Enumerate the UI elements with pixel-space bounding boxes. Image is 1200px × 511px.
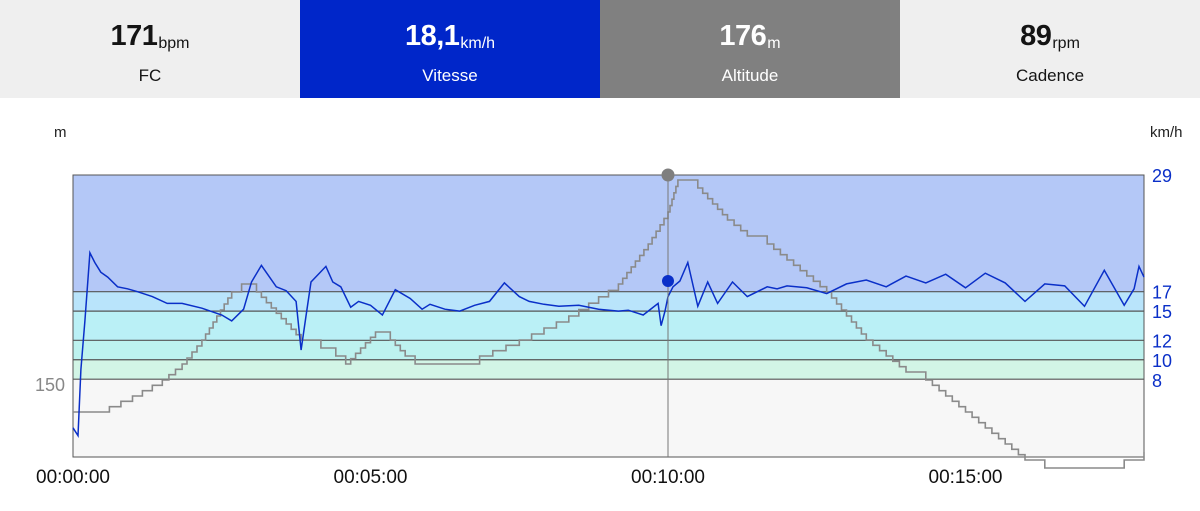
- x-tick-label: 00:15:00: [929, 467, 1003, 488]
- metric-value-row: 89 rpm: [1020, 20, 1080, 56]
- altitude-series-line: [73, 179, 1145, 469]
- metric-value: 18,1: [404, 20, 460, 52]
- speed-zone-band-1: [73, 291, 1144, 312]
- right-axis-unit: km/h: [1150, 124, 1183, 141]
- metric-label: Cadence: [1015, 66, 1085, 85]
- right-tick-label: 15: [1152, 302, 1172, 322]
- right-tick-label: 8: [1152, 371, 1162, 391]
- altitude-cursor-marker: [661, 168, 675, 182]
- metric-label: FC: [138, 66, 162, 85]
- metric-value: 89: [1020, 20, 1052, 52]
- metric-value-row: 176 m: [719, 20, 780, 56]
- x-tick-label: 00:05:00: [334, 467, 408, 488]
- metric-unit: rpm: [1052, 35, 1080, 52]
- metric-value: 176: [719, 20, 767, 52]
- metric-tile-cadence[interactable]: 89 rpm Cadence: [900, 0, 1200, 98]
- speed-cursor-marker: [662, 274, 674, 287]
- metric-tile-heart-rate[interactable]: 171 bpm FC: [0, 0, 300, 98]
- speed-zone-band-0: [73, 175, 1144, 292]
- metric-unit: km/h: [460, 35, 496, 52]
- metric-value: 171: [110, 20, 158, 52]
- metric-unit: bpm: [158, 35, 190, 52]
- metric-tiles: 171 bpm FC 18,1 km/h Vitesse 176 m Altit…: [0, 0, 1200, 98]
- left-axis-unit: m: [54, 124, 67, 141]
- metric-value-row: 18,1 km/h: [405, 20, 495, 56]
- speed-zone-band-3: [73, 340, 1144, 360]
- x-tick-label: 00:10:00: [631, 467, 705, 488]
- metric-label: Altitude: [721, 66, 779, 85]
- right-tick-label: 10: [1152, 351, 1172, 371]
- right-tick-label: 12: [1152, 331, 1172, 351]
- metric-value-row: 171 bpm: [110, 20, 189, 56]
- metric-unit: m: [767, 35, 781, 52]
- speed-zone-band-5: [73, 379, 1144, 457]
- chart-area[interactable]: 29 17 15 12 10 8 150 m km/h 00:00:00 00:05:00 00:10…: [0, 98, 1200, 506]
- speed-series-line: [72, 250, 1145, 438]
- right-tick-label: 17: [1152, 283, 1172, 303]
- x-tick-label: 00:00:00: [36, 467, 110, 488]
- speed-zone-band-4: [73, 359, 1144, 380]
- metric-tile-speed[interactable]: 18,1 km/h Vitesse: [300, 0, 600, 98]
- metric-tile-altitude[interactable]: 176 m Altitude: [600, 0, 900, 98]
- speed-zone-band-2: [73, 311, 1144, 341]
- right-tick-label: 29: [1152, 166, 1172, 186]
- plot-border: [72, 174, 1145, 458]
- left-tick-label: 150: [35, 375, 65, 395]
- metric-label: Vitesse: [422, 66, 478, 85]
